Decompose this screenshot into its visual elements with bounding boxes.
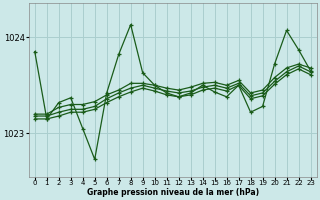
X-axis label: Graphe pression niveau de la mer (hPa): Graphe pression niveau de la mer (hPa) xyxy=(87,188,259,197)
